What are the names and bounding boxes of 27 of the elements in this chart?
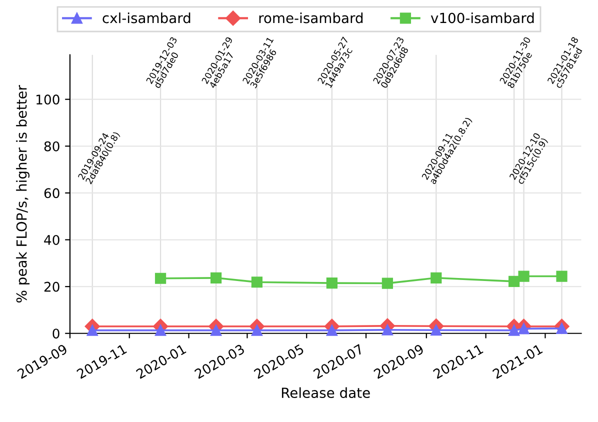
point (430, 272, 442, 284)
point (251, 324, 263, 336)
legend-label: cxl-isambard (102, 12, 190, 24)
y-axis-title: % peak FLOP/s, higher is better (16, 85, 30, 302)
y-tick-label: 0 (52, 328, 60, 339)
point (382, 278, 394, 289)
y-tick-label: 80 (44, 141, 60, 152)
y-tick-label: 100 (36, 94, 60, 105)
point (210, 324, 222, 336)
point (154, 324, 166, 336)
y-tick-label: 20 (44, 282, 60, 292)
legend-label: rome-isambard (259, 12, 363, 24)
point (154, 272, 166, 284)
y-tick-label: 60 (44, 188, 60, 198)
point (518, 270, 530, 282)
point (326, 278, 338, 289)
point (556, 270, 568, 282)
point (210, 272, 222, 284)
point (508, 276, 520, 287)
point (382, 324, 394, 336)
y-tick-label: 40 (44, 234, 60, 245)
point (326, 324, 338, 336)
x-axis-title: Release date (282, 387, 370, 398)
point (430, 324, 442, 336)
point (508, 324, 520, 336)
point (251, 276, 263, 288)
legend-label: v100-isambard (430, 12, 534, 24)
